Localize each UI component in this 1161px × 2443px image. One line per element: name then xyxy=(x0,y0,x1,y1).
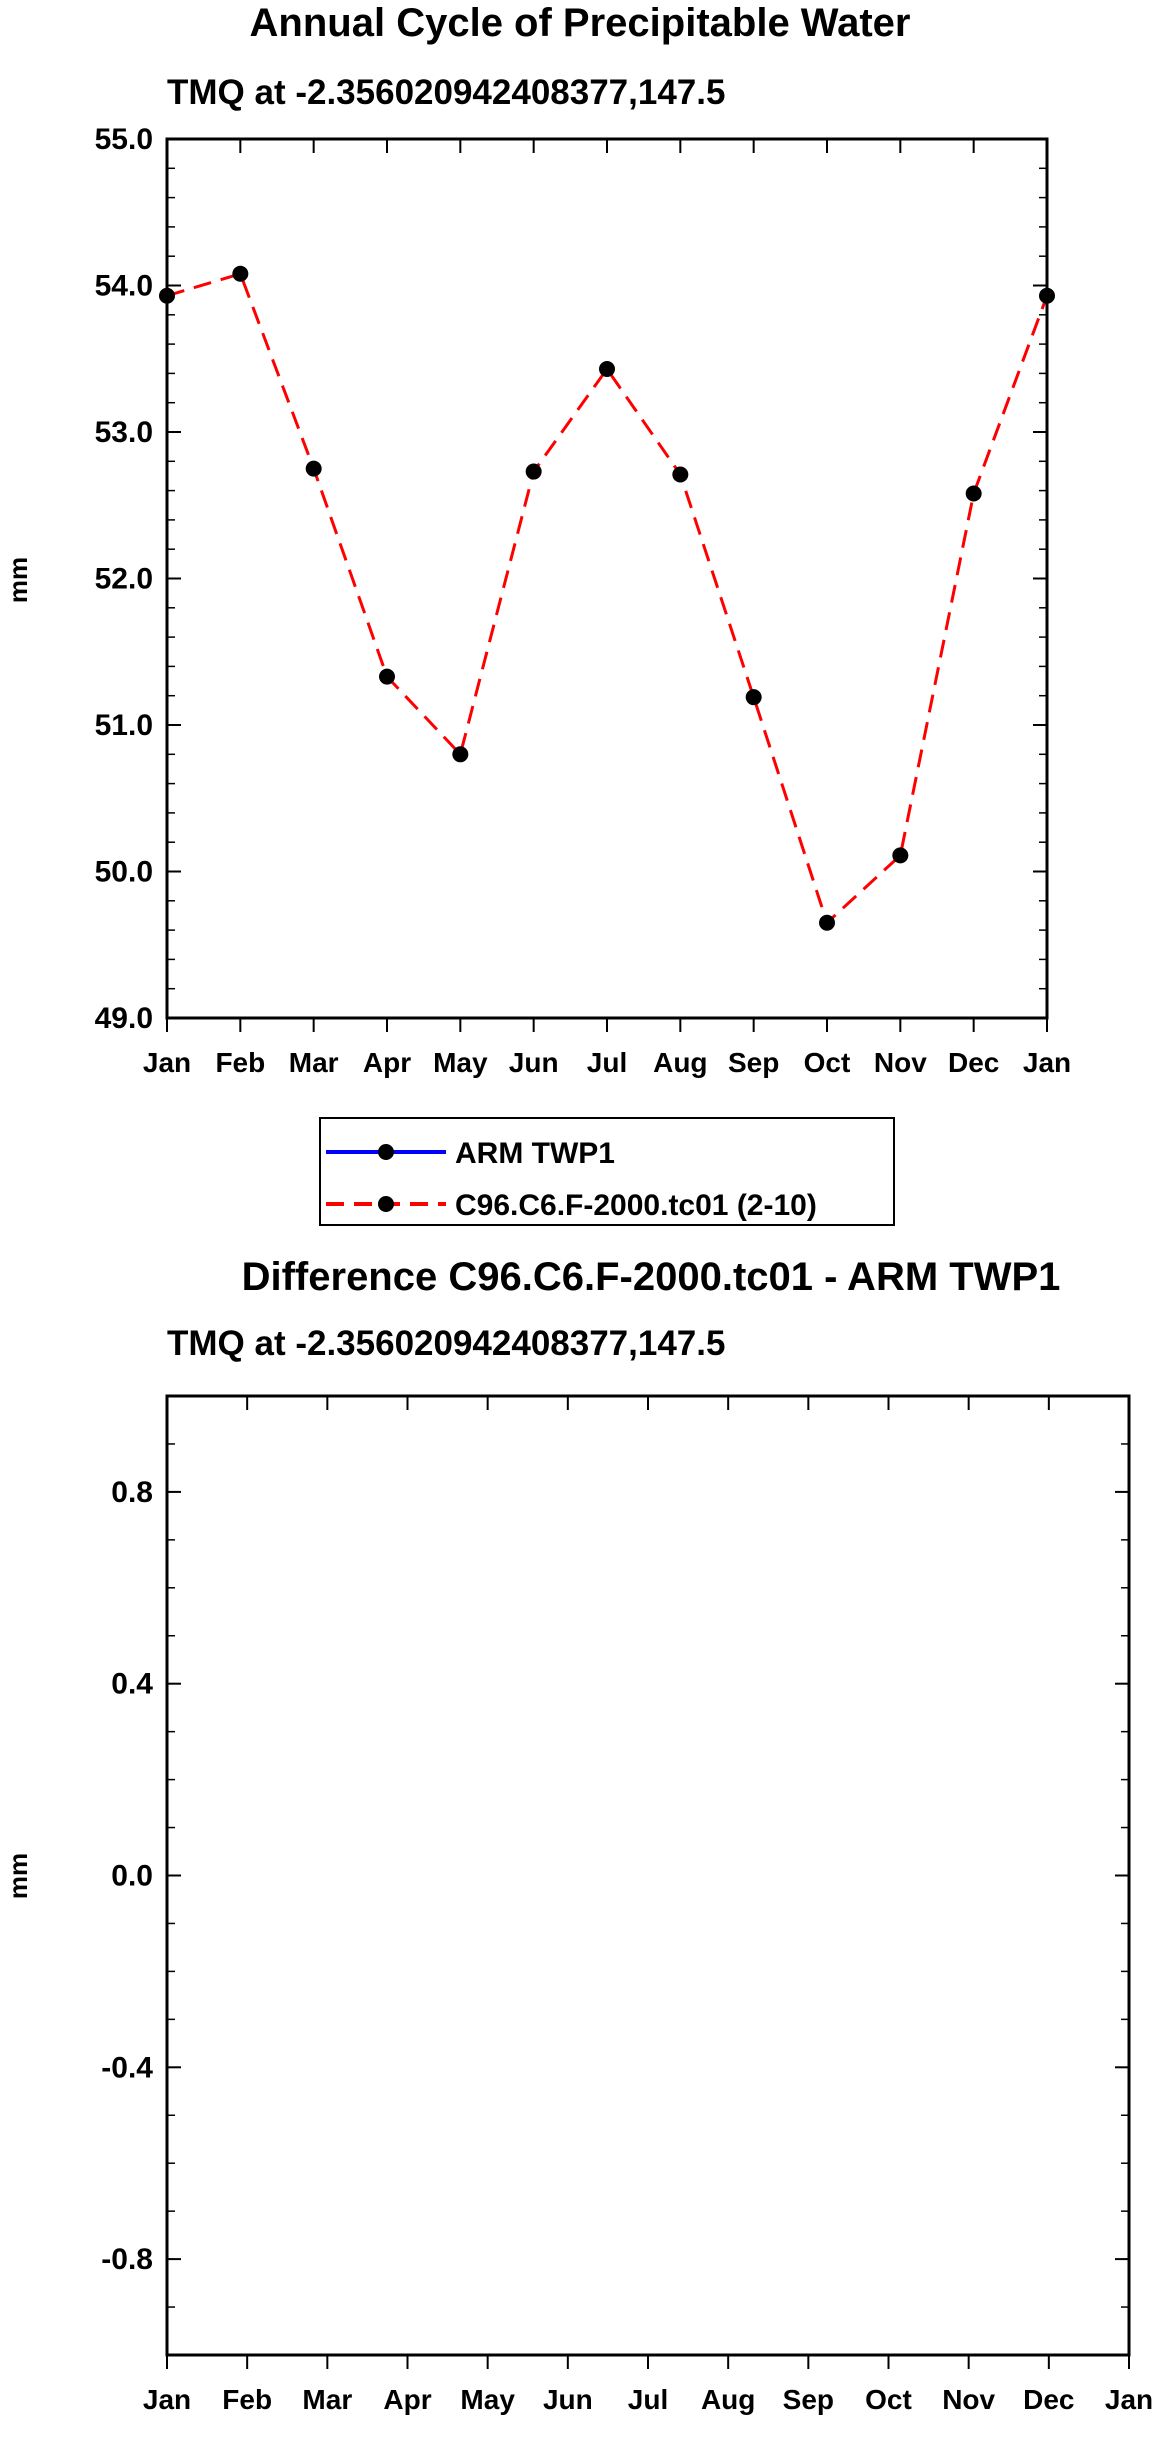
chart1-ytick-label: 51.0 xyxy=(95,709,153,742)
legend-label-model: C96.C6.F-2000.tc01 (2-10) xyxy=(455,1189,817,1222)
difference-chart: Difference C96.C6.F-2000.tc01 - ARM TWP1… xyxy=(3,1255,1153,2415)
series-point xyxy=(452,746,469,763)
series-point xyxy=(892,847,909,864)
chart1-ytick-label: 50.0 xyxy=(95,856,153,889)
chart2-xtick-label: Oct xyxy=(865,2384,912,2415)
series-point xyxy=(159,287,175,304)
chart1-subtitle: TMQ at -2.356020942408377,147.5 xyxy=(167,73,725,112)
chart1-title: Annual Cycle of Precipitable Water xyxy=(250,1,911,45)
chart1-x-ticks: Jan Feb Mar Apr May Jun Jul Aug Sep Oct Nov Dec Jan xyxy=(143,139,1071,1078)
annual-cycle-chart: Annual Cycle of Precipitable Water TMQ a… xyxy=(3,1,1071,1078)
series-point xyxy=(965,485,982,502)
chart2-xtick-label: Dec xyxy=(1023,2384,1074,2415)
chart1-xtick-label: Feb xyxy=(215,1047,265,1078)
chart2-plot-frame xyxy=(165,1394,1131,2357)
chart1-xtick-label: Sep xyxy=(728,1047,779,1078)
chart2-xtick-label: Nov xyxy=(942,2384,995,2415)
chart2-subtitle: TMQ at -2.356020942408377,147.5 xyxy=(167,1324,725,1363)
chart1-ytick-label: 55.0 xyxy=(95,123,153,156)
chart1-ytick-label: 53.0 xyxy=(95,416,153,449)
chart2-y-ticks: -0.8 -0.4 0.0 0.4 0.8 xyxy=(101,1395,1129,2356)
chart1-xtick-label: May xyxy=(433,1047,488,1078)
chart1-y-axis-label: mm xyxy=(3,557,33,603)
chart1-xtick-label: Dec xyxy=(948,1047,999,1078)
chart1-xtick-label: Jun xyxy=(509,1047,559,1078)
series-point xyxy=(745,689,762,706)
chart2-xtick-label: Sep xyxy=(783,2384,834,2415)
chart2-xtick-label: Jul xyxy=(628,2384,668,2415)
series-point xyxy=(1039,287,1055,304)
chart2-xtick-label: Aug xyxy=(701,2384,755,2415)
chart1-xtick-label: Apr xyxy=(363,1047,411,1078)
legend-label-arm-twp1: ARM TWP1 xyxy=(455,1137,615,1170)
legend-box xyxy=(319,1117,895,1226)
series-point xyxy=(599,361,615,378)
chart2-xtick-label: Mar xyxy=(302,2384,352,2415)
chart2-xtick-label: Jan xyxy=(1105,2384,1153,2415)
chart1-xtick-label: Jan xyxy=(143,1047,191,1078)
chart1-ytick-label: 49.0 xyxy=(95,1002,153,1035)
chart2-xtick-label: Feb xyxy=(222,2384,272,2415)
chart2-ytick-label: 0.8 xyxy=(111,1476,153,1509)
chart1-series xyxy=(159,265,1055,931)
chart1-xtick-label: Jan xyxy=(1023,1047,1071,1078)
chart2-title: Difference C96.C6.F-2000.tc01 - ARM TWP1 xyxy=(242,1255,1061,1299)
chart1-xtick-label: Aug xyxy=(653,1047,707,1078)
series-point xyxy=(672,466,689,483)
series-point xyxy=(305,460,322,477)
chart2-x-ticks: Jan Feb Mar Apr May Jun Jul Aug Sep Oct Nov Dec Jan xyxy=(143,1396,1153,2415)
chart1-ytick-label: 54.0 xyxy=(95,270,153,303)
chart2-ytick-label: 0.0 xyxy=(111,1860,153,1893)
series-point xyxy=(819,914,835,931)
legend-marker-arm-twp1 xyxy=(378,1144,394,1160)
chart2-ytick-label: -0.4 xyxy=(101,2051,153,2084)
chart2-ytick-label: 0.4 xyxy=(111,1668,153,1701)
chart1-plot-frame xyxy=(165,137,1049,1020)
series-point xyxy=(525,463,542,480)
chart2-y-axis-label: mm xyxy=(3,1853,33,1899)
chart2-xtick-label: Jun xyxy=(543,2384,593,2415)
legend: ARM TWP1 C96.C6.F-2000.tc01 (2-10) xyxy=(319,1117,895,1226)
chart1-y-ticks: 49.0 50.0 51.0 52.0 53.0 54.0 55.0 xyxy=(95,123,1047,1035)
series-point xyxy=(232,265,249,282)
chart1-xtick-label: Nov xyxy=(874,1047,927,1078)
chart2-ytick-label: -0.8 xyxy=(101,2243,153,2276)
chart2-xtick-label: Jan xyxy=(143,2384,191,2415)
chart2-xtick-label: May xyxy=(460,2384,515,2415)
chart1-xtick-label: Mar xyxy=(289,1047,339,1078)
legend-marker-model xyxy=(378,1196,394,1212)
chart1-ytick-label: 52.0 xyxy=(95,563,153,596)
chart2-xtick-label: Apr xyxy=(383,2384,431,2415)
chart1-xtick-label: Oct xyxy=(804,1047,851,1078)
series-point xyxy=(379,668,395,685)
chart1-xtick-label: Jul xyxy=(587,1047,627,1078)
